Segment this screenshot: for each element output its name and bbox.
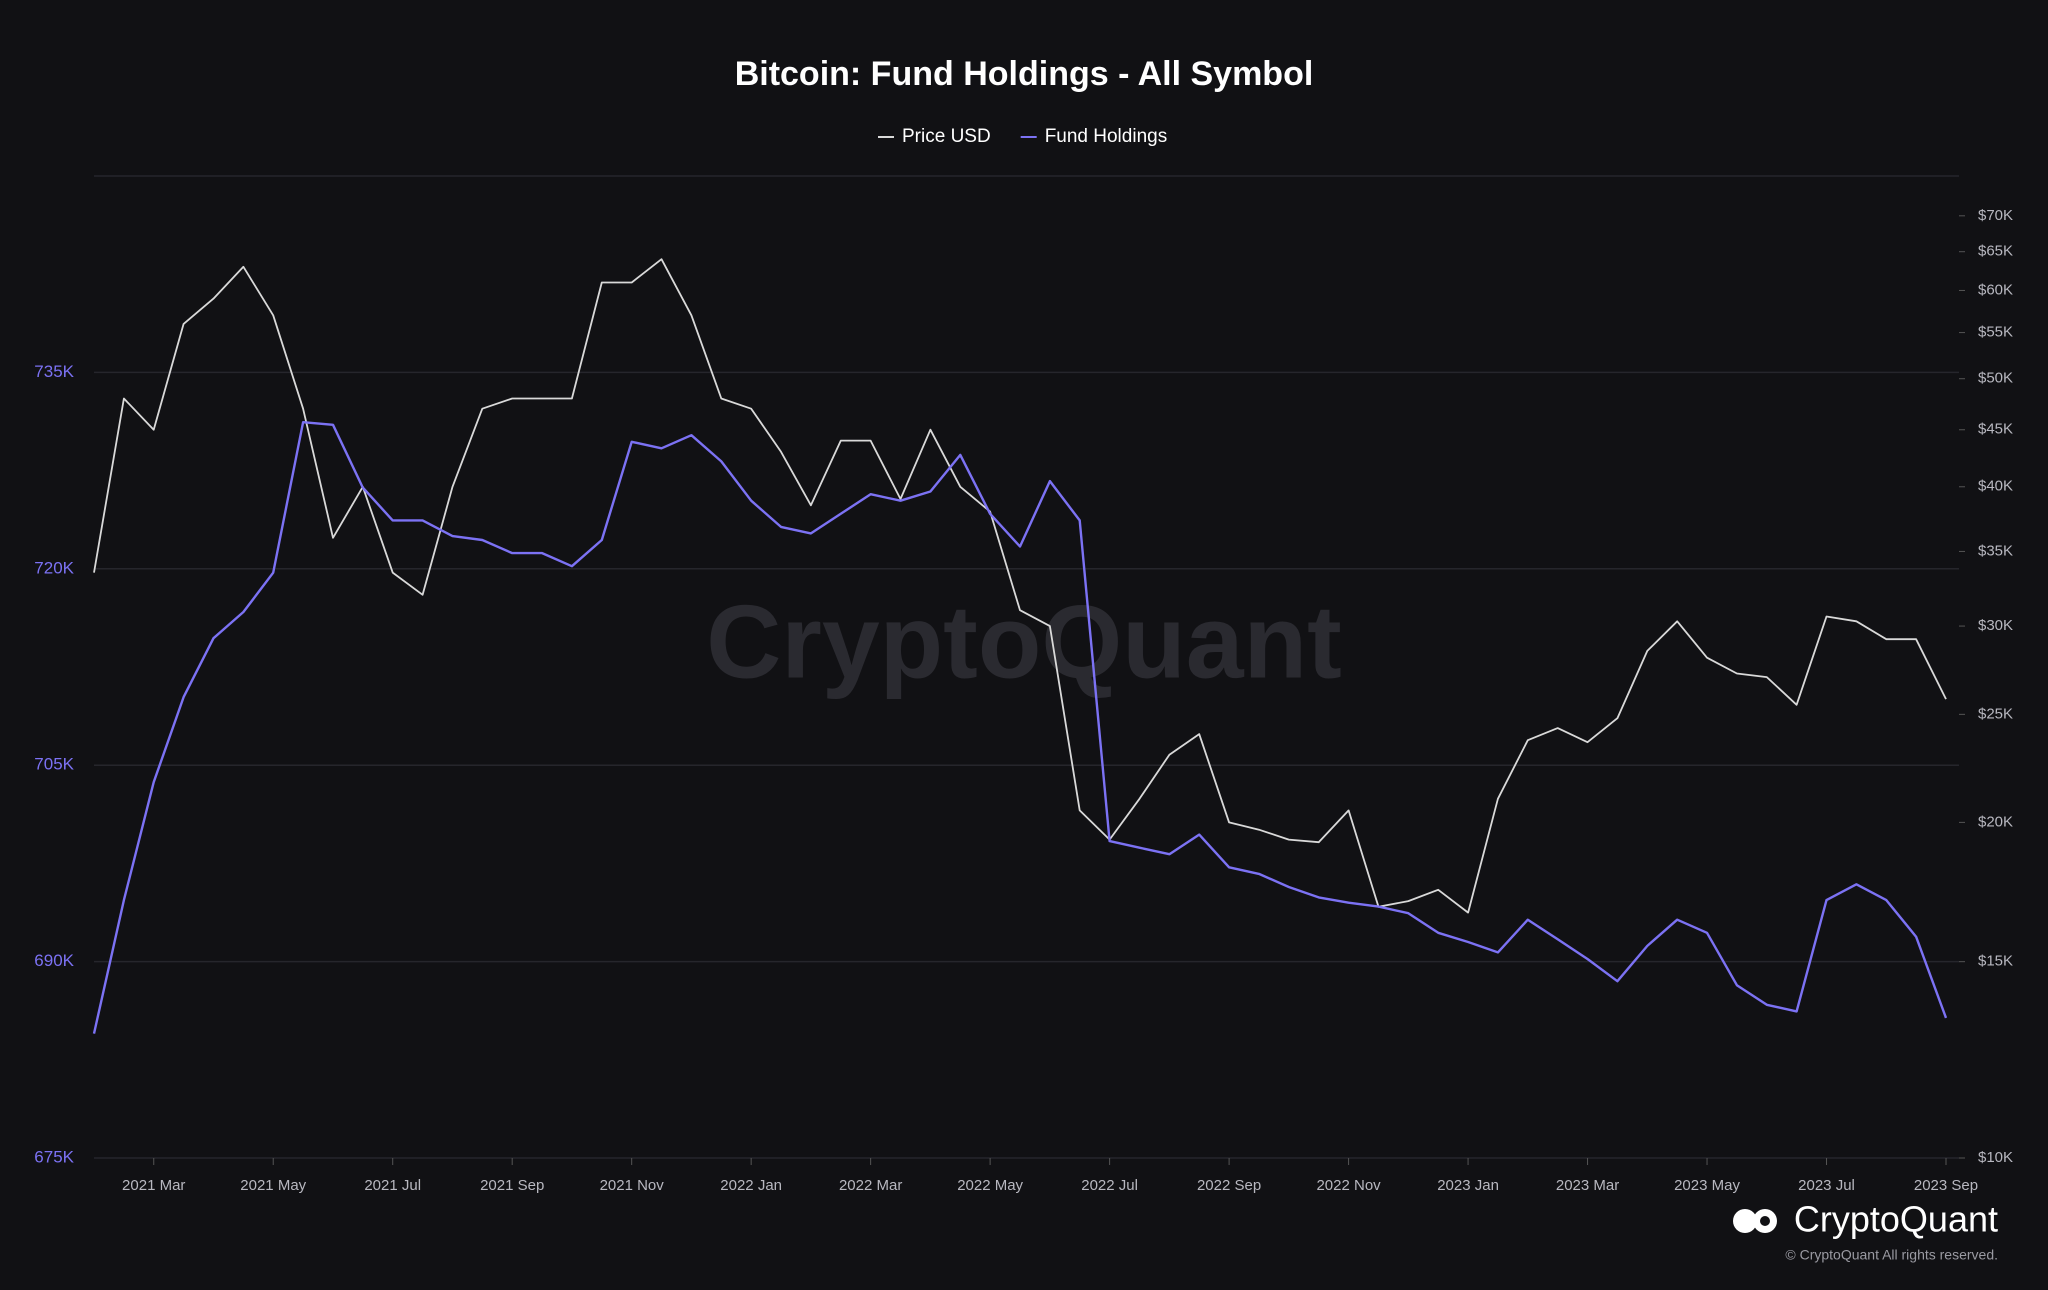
y-tick-label: 690K	[34, 951, 74, 970]
logo-text: CryptoQuant	[1794, 1199, 1998, 1240]
y2-tick-label: $55K	[1978, 324, 2013, 341]
x-tick-label: 2022 Nov	[1316, 1177, 1381, 1194]
legend-label: Price USD	[902, 126, 991, 147]
x-tick-label: 2022 Mar	[839, 1177, 902, 1194]
y2-tick-label: $70K	[1978, 207, 2013, 224]
x-tick-label: 2023 Sep	[1914, 1177, 1978, 1194]
logo-icon	[1733, 1209, 1757, 1233]
x-tick-label: 2023 Mar	[1556, 1177, 1619, 1194]
legend-label: Fund Holdings	[1045, 126, 1168, 147]
x-tick-label: 2022 Sep	[1197, 1177, 1261, 1194]
logo: CryptoQuant	[1733, 1199, 1998, 1240]
x-tick-label: 2023 Jan	[1437, 1177, 1499, 1194]
y2-tick-label: $40K	[1978, 478, 2013, 495]
y2-tick-label: $50K	[1978, 370, 2013, 387]
y2-tick-label: $10K	[1978, 1149, 2013, 1166]
x-tick-label: 2021 Nov	[600, 1177, 665, 1194]
y-tick-label: 720K	[34, 558, 74, 577]
y2-tick-label: $45K	[1978, 421, 2013, 438]
watermark: CryptoQuant	[706, 584, 1342, 700]
legend: Price USD Fund Holdings	[878, 126, 1167, 147]
y-tick-label: 675K	[34, 1147, 74, 1166]
y2-tick-label: $60K	[1978, 281, 2013, 298]
y-tick-label: 705K	[34, 755, 74, 774]
x-tick-label: 2022 May	[957, 1177, 1023, 1194]
y2-tick-label: $35K	[1978, 542, 2013, 559]
y2-tick-label: $15K	[1978, 953, 2013, 970]
x-tick-label: 2021 Mar	[122, 1177, 185, 1194]
x-tick-label: 2021 Jul	[364, 1177, 421, 1194]
y2-tick-label: $30K	[1978, 617, 2013, 634]
x-tick-label: 2023 May	[1674, 1177, 1740, 1194]
logo-icon	[1760, 1216, 1770, 1226]
y2-tick-label: $65K	[1978, 243, 2013, 260]
chart-title: Bitcoin: Fund Holdings - All Symbol	[735, 55, 1314, 93]
x-tick-label: 2022 Jan	[720, 1177, 782, 1194]
y2-tick-label: $20K	[1978, 813, 2013, 830]
copyright: © CryptoQuant All rights reserved.	[1785, 1247, 1998, 1263]
x-tick-label: 2021 May	[240, 1177, 306, 1194]
series-line	[93, 258, 1947, 914]
y-tick-label: 735K	[34, 362, 74, 381]
y2-tick-label: $25K	[1978, 705, 2013, 722]
x-tick-label: 2022 Jul	[1081, 1177, 1138, 1194]
x-tick-label: 2021 Sep	[480, 1177, 544, 1194]
x-tick-label: 2023 Jul	[1798, 1177, 1855, 1194]
series-line	[92, 421, 1948, 1034]
